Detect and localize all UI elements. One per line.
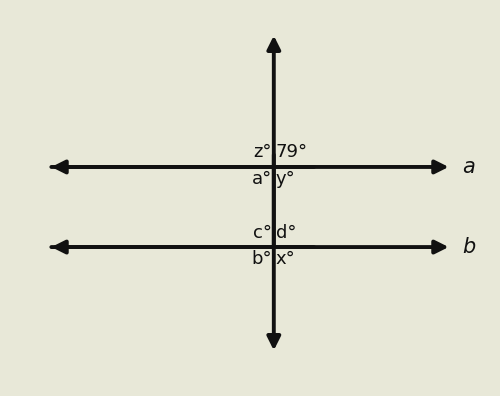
Text: a: a [462,157,475,177]
Text: d°: d° [276,224,296,242]
Text: y°: y° [276,170,295,188]
Text: 79°: 79° [276,143,308,162]
Text: b: b [462,237,475,257]
Text: b°: b° [252,250,272,268]
Text: a°: a° [252,170,272,188]
Text: c°: c° [253,224,272,242]
Text: z°: z° [254,143,272,162]
Text: x°: x° [276,250,295,268]
